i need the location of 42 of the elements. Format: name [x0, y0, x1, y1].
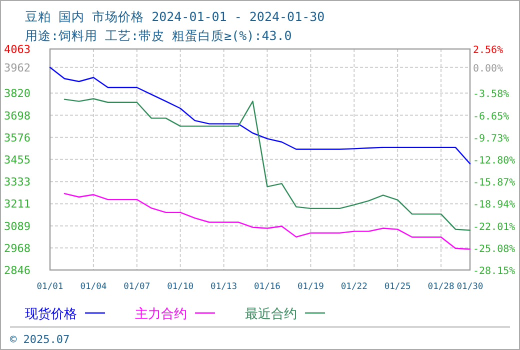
chart-subtitle: 用途:饲料用 工艺:带皮 粗蛋白质≥(%):43.0	[25, 28, 292, 43]
y-tick-label: 3333	[4, 176, 30, 189]
y-tick-label: 3089	[4, 220, 30, 233]
y2-tick-label: -3.58%	[473, 89, 510, 100]
legend-label: 最近合约	[245, 307, 297, 322]
y2-tick-label: -25.08%	[473, 244, 516, 255]
x-tick-label: 01/25	[384, 282, 411, 292]
line-series	[64, 192, 471, 250]
y2-tick-label: -12.80%	[473, 156, 516, 167]
y-tick-label: 3820	[4, 87, 30, 100]
legend-label: 主力合约	[135, 306, 187, 322]
y2-tick-label: 0.00%	[473, 63, 504, 74]
y-tick-label: 2968	[4, 242, 30, 255]
text: © 2025.07	[10, 333, 70, 346]
x-tick-label: 01/07	[124, 282, 150, 292]
y2-tick-label: -6.65%	[473, 111, 510, 122]
y2-tick-label: 2.56%	[473, 45, 504, 56]
y2-tick-label: -18.94%	[473, 200, 516, 211]
line-series	[49, 66, 471, 164]
x-tick-label: 01/10	[167, 282, 194, 292]
y-tick-label: 3455	[4, 153, 30, 166]
x-tick-label: 01/28	[428, 282, 454, 292]
y-tick-label: 4063	[4, 43, 30, 56]
line-series	[64, 98, 471, 231]
y-tick-label: 3962	[4, 61, 30, 74]
y2-tick-label: -28.15%	[473, 266, 516, 277]
y2-tick-label: -9.73%	[473, 133, 510, 144]
x-tick-label: 01/22	[340, 282, 368, 292]
chart-title: 豆粕 国内 市场价格 2024-01-01 - 2024-01-30	[25, 9, 325, 24]
legend-label: 现货价格	[25, 307, 77, 322]
y-tick-label: 2846	[4, 264, 30, 277]
y-tick-label: 3576	[4, 131, 30, 144]
y-tick-label: 3698	[4, 109, 30, 122]
y2-tick-label: -22.01%	[473, 222, 516, 233]
x-tick-label: 01/04	[80, 282, 107, 292]
y-tick-label: 3211	[4, 198, 30, 211]
x-tick-label: 01/19	[297, 282, 324, 292]
x-tick-label: 01/30	[456, 282, 484, 292]
x-tick-label: 01/01	[36, 282, 64, 292]
y2-tick-label: -15.87%	[473, 178, 516, 189]
x-tick-label: 01/13	[210, 282, 238, 292]
x-tick-label: 01/16	[254, 282, 280, 292]
